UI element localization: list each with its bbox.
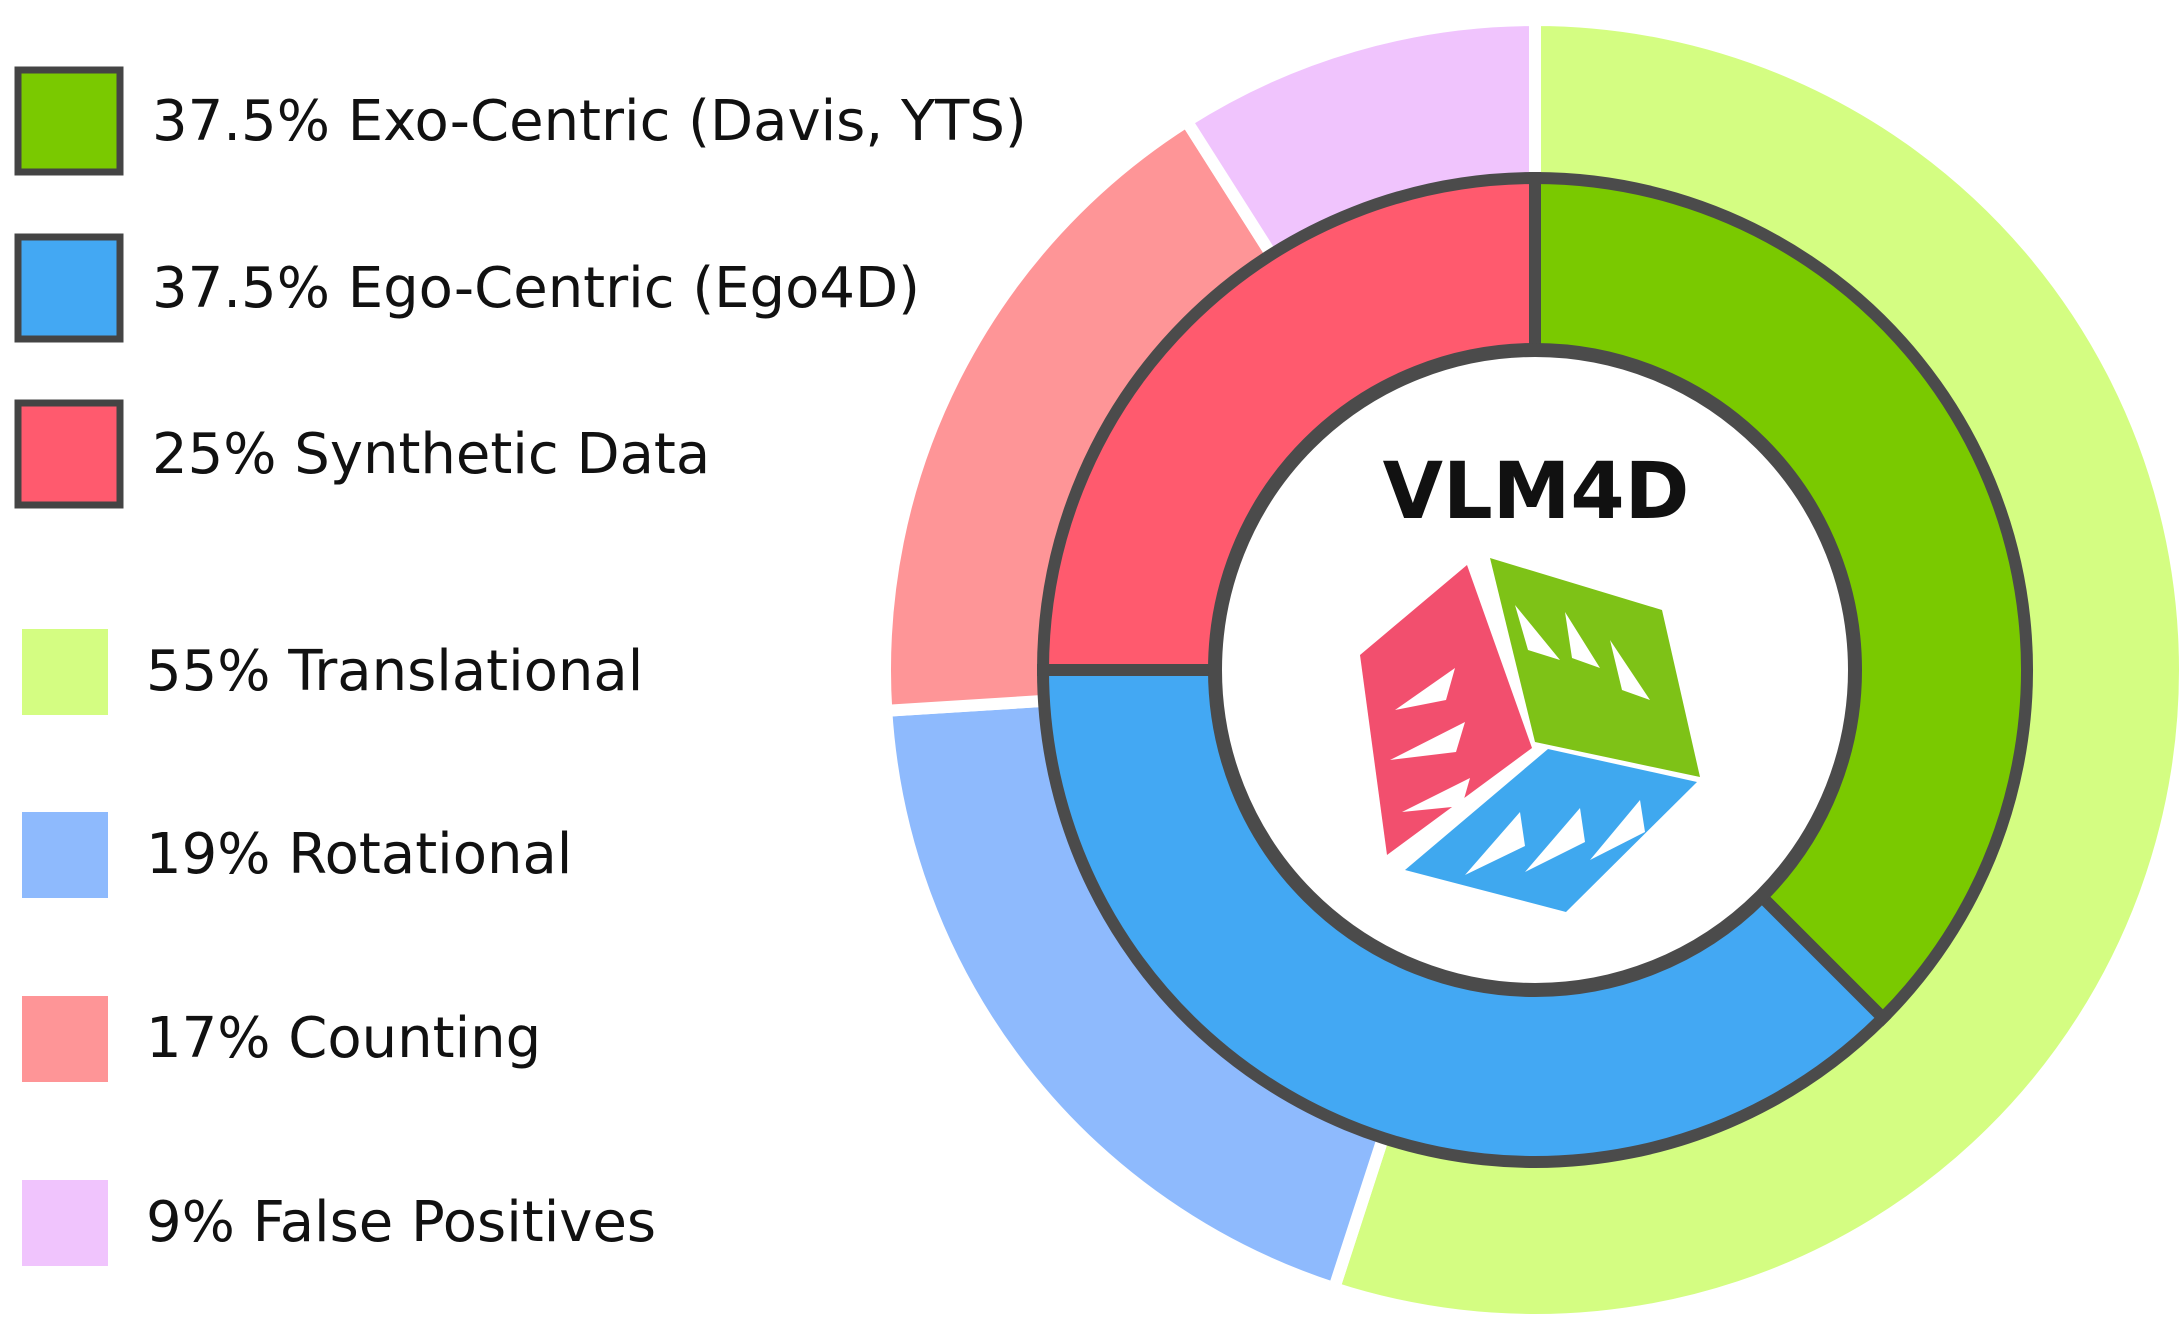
logo-arrow-mark xyxy=(1515,605,1560,660)
legend-swatch xyxy=(14,233,124,343)
logo-arrow-mark xyxy=(1465,812,1525,875)
legend-swatch xyxy=(14,66,124,176)
logo-arrow-mark xyxy=(1395,668,1455,710)
logo-arrow-mark xyxy=(1390,722,1465,760)
outer-ring xyxy=(879,13,2182,1326)
legend-item-translational: 55% Translational xyxy=(22,629,643,715)
legend-label: 17% Counting xyxy=(146,1006,541,1071)
logo-face-top xyxy=(1490,558,1700,777)
legend-label: 25% Synthetic Data xyxy=(152,422,710,487)
legend-item-synthetic-data: 25% Synthetic Data xyxy=(14,399,710,509)
legend-swatch xyxy=(22,629,108,715)
logo-arrow-mark xyxy=(1525,808,1585,872)
legend-swatch xyxy=(14,399,124,509)
legend-swatch xyxy=(22,996,108,1082)
legend-label: 37.5% Exo-Centric (Davis, YTS) xyxy=(152,89,1027,154)
legend-label: 37.5% Ego-Centric (Ego4D) xyxy=(152,256,920,321)
legend-label: 9% False Positives xyxy=(146,1190,656,1255)
chart-legend: 37.5% Exo-Centric (Davis, YTS) 37.5% Ego-… xyxy=(14,66,1027,1266)
logo-arrow-mark xyxy=(1610,640,1650,700)
legend-item-counting: 17% Counting xyxy=(22,996,541,1082)
legend-swatch xyxy=(22,812,108,898)
legend-swatch xyxy=(22,1180,108,1266)
logo-arrow-mark xyxy=(1590,800,1645,860)
legend-item-ego-centric-ego4d: 37.5% Ego-Centric (Ego4D) xyxy=(14,233,920,343)
chart-title: VLM4D xyxy=(1383,447,1690,537)
vlm4d-cube-logo-icon xyxy=(1360,558,1700,912)
legend-label: 19% Rotational xyxy=(146,822,572,887)
legend-item-false-positives: 9% False Positives xyxy=(22,1180,656,1266)
legend-item-rotational: 19% Rotational xyxy=(22,812,572,898)
logo-arrow-mark xyxy=(1565,612,1600,668)
logo-arrow-mark xyxy=(1402,778,1470,812)
legend-item-exo-centric-davis-yts: 37.5% Exo-Centric (Davis, YTS) xyxy=(14,66,1027,176)
logo-face-bottom xyxy=(1405,749,1697,912)
legend-label: 55% Translational xyxy=(146,639,643,704)
logo-face-left xyxy=(1360,565,1532,855)
